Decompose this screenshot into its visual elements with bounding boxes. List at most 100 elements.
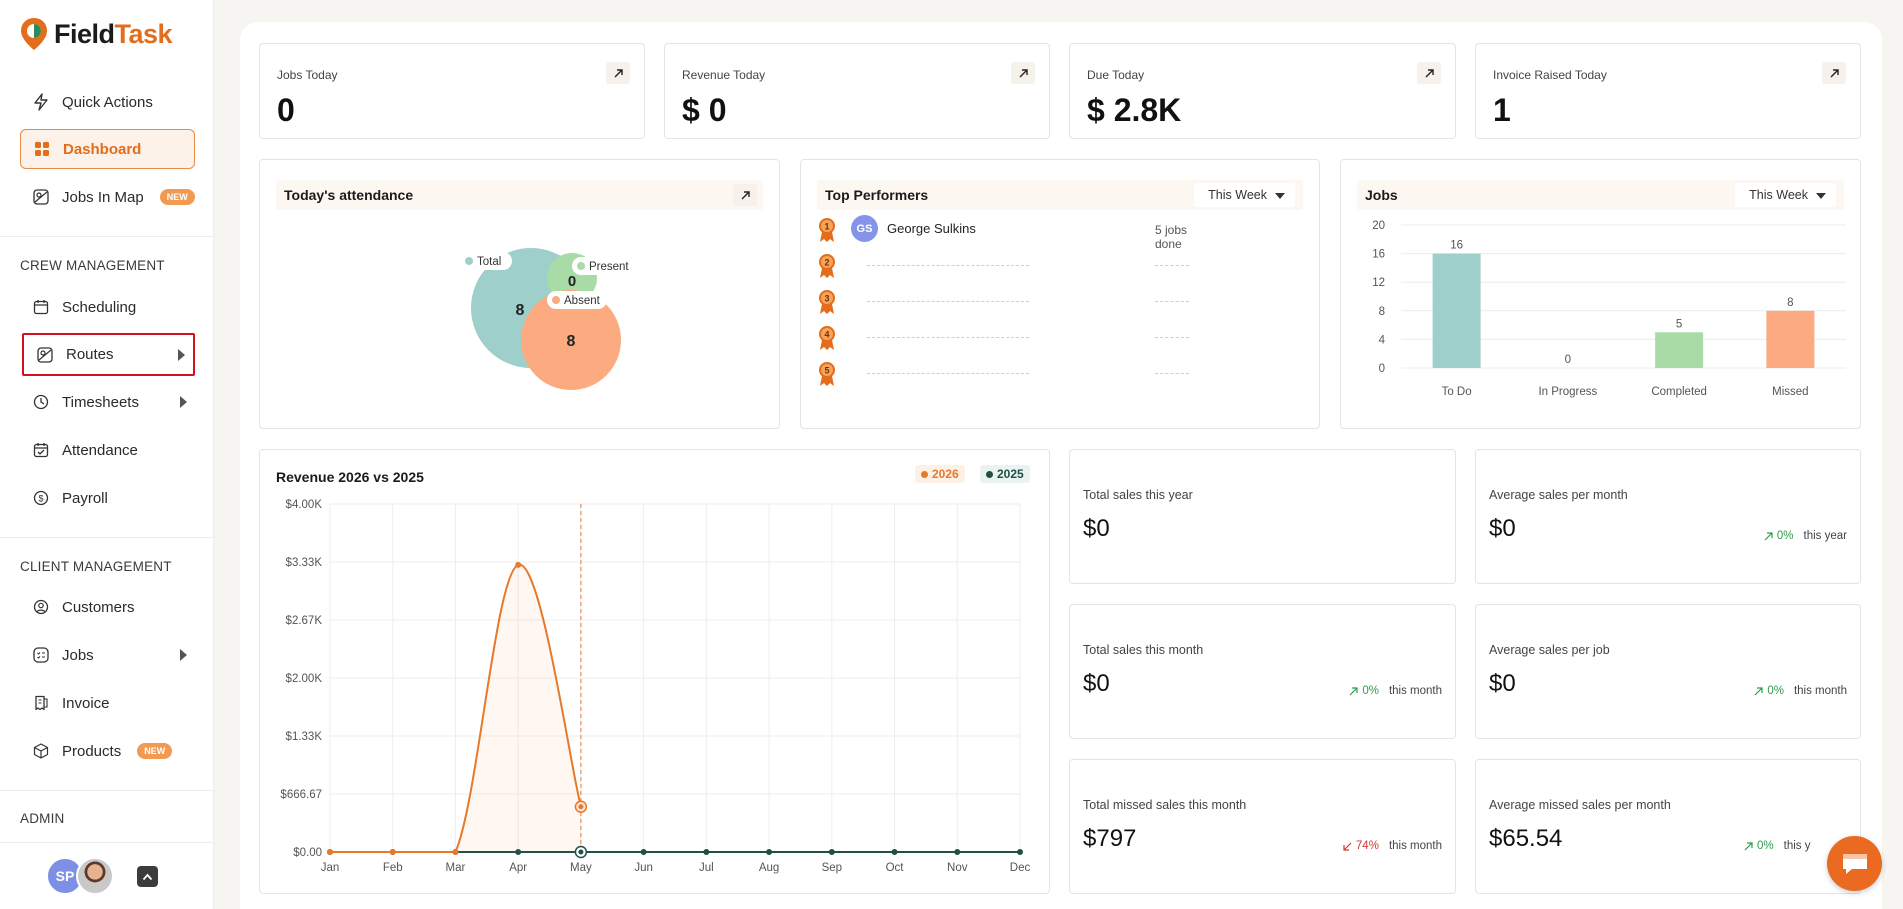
sidebar-item-label: Attendance [62, 441, 138, 459]
open-button[interactable] [1011, 62, 1035, 84]
sidebar-item-routes[interactable]: Routes [22, 333, 195, 376]
revenue-line-chart: $0.00 $666.67 $1.33K $2.00K $2.67K $3.33K $4.0… [280, 499, 1030, 874]
svg-text:4: 4 [824, 330, 829, 340]
calendar-icon [32, 298, 50, 316]
sidebar-item-label: Products [62, 742, 122, 760]
series-2026-area [330, 564, 581, 852]
change-percent: 0% [1776, 530, 1794, 542]
open-button[interactable] [1417, 62, 1441, 84]
data-point[interactable] [828, 849, 835, 855]
new-badge: NEW [159, 189, 195, 205]
chat-button[interactable] [1827, 836, 1882, 891]
sidebar-item-label: Dashboard [63, 140, 142, 158]
stat-label: Average missed sales per month [1489, 798, 1671, 812]
kpi-card-due-today[interactable]: Due Today $ 2.8K [1069, 43, 1456, 139]
app-logo[interactable]: FieldTask [20, 16, 173, 52]
data-point[interactable] [452, 849, 459, 855]
stat-value: $0 [1083, 670, 1110, 697]
medal-icon: 2 [819, 254, 835, 278]
open-button[interactable] [1822, 62, 1846, 84]
performer-name: George Sulkins [887, 221, 976, 236]
change-period: this month [1388, 685, 1442, 697]
kpi-card-jobs-today[interactable]: Jobs Today 0 [259, 43, 645, 139]
sidebar-item-label: Jobs [62, 646, 94, 664]
legend-2025[interactable]: 2025 [980, 465, 1030, 483]
data-point[interactable] [1017, 849, 1023, 855]
sidebar: FieldTask Quick Actions Dashboard Jobs I… [0, 0, 214, 909]
sidebar-item-attendance[interactable]: Attendance [20, 430, 195, 470]
venn-absent-value: 8 [567, 333, 576, 350]
sidebar-item-label: Timesheets [62, 393, 139, 411]
stat-change: 0% this month [1349, 685, 1442, 697]
data-point[interactable] [515, 849, 522, 855]
x-tick-label: Jun [634, 862, 653, 874]
stat-value: $0 [1489, 515, 1516, 542]
period-dropdown[interactable]: This Week [1735, 183, 1836, 207]
x-tick-label: To Do [1442, 386, 1472, 398]
x-tick-label: Aug [759, 862, 779, 874]
data-point[interactable] [515, 561, 522, 568]
performer-row[interactable]: 1 GS George Sulkins 5 jobs done [817, 215, 1217, 251]
data-point[interactable] [327, 849, 333, 855]
legend-dot [465, 257, 473, 265]
sidebar-item-customers[interactable]: Customers [20, 587, 195, 627]
data-point[interactable] [891, 849, 898, 855]
bar[interactable] [1766, 310, 1815, 368]
x-tick-label: May [570, 862, 592, 874]
stat-card: Average sales per job $0 0% this month [1475, 604, 1861, 739]
sidebar-item-payroll[interactable]: $ Payroll [20, 478, 195, 518]
kpi-label: Revenue Today [682, 68, 766, 82]
kpi-value: 0 [277, 92, 295, 128]
legend-dot [986, 470, 993, 478]
venn-total-label: Total [477, 256, 501, 268]
kpi-value: $ 0 [682, 92, 727, 128]
data-point[interactable] [766, 849, 773, 855]
period-dropdown[interactable]: This Week [1194, 183, 1295, 207]
x-tick-label: Completed [1651, 386, 1707, 398]
sidebar-item-products[interactable]: Products NEW [20, 731, 195, 771]
legend-2026[interactable]: 2026 [915, 465, 965, 483]
venn-absent-label: Absent [564, 295, 601, 307]
sidebar-divider [0, 537, 214, 538]
open-button[interactable] [733, 184, 757, 206]
legend-dot [921, 470, 928, 478]
panel-title: Today's attendance [284, 187, 414, 203]
arrow-up-right-icon [1425, 68, 1434, 77]
bar[interactable] [1655, 332, 1704, 368]
sidebar-item-scheduling[interactable]: Scheduling [20, 287, 195, 327]
sidebar-item-invoice[interactable]: Invoice [20, 683, 195, 723]
sidebar-item-jobs[interactable]: Jobs [20, 635, 195, 675]
data-point[interactable] [954, 849, 961, 855]
performer-jobs: 5 jobs done [1155, 223, 1188, 251]
data-point[interactable] [389, 849, 396, 855]
kpi-card-revenue-today[interactable]: Revenue Today $ 0 [664, 43, 1050, 139]
sidebar-item-quick-actions[interactable]: Quick Actions [20, 82, 195, 122]
stat-card: Total sales this year $0 [1069, 449, 1456, 584]
venn-present-value: 0 [568, 273, 576, 290]
sidebar-item-jobs-in-map[interactable]: Jobs In Map NEW [20, 177, 195, 217]
change-period: this month [1793, 685, 1847, 697]
bar-value-label: 16 [1450, 240, 1463, 252]
medal-icon: 5 [819, 362, 835, 386]
data-point[interactable] [703, 849, 710, 855]
top-performers-panel: Top Performers This Week 1 GS George Sul… [800, 159, 1320, 429]
sidebar-item-dashboard[interactable]: Dashboard [20, 129, 195, 169]
data-point[interactable] [640, 849, 647, 855]
sidebar-item-timesheets[interactable]: Timesheets [20, 382, 195, 422]
kpi-card-invoice-raised[interactable]: Invoice Raised Today 1 [1475, 43, 1861, 139]
jobs-chart-panel: Jobs This Week 0 4 8 12 16 20 16 To Do 0 In Progr… [1340, 159, 1861, 429]
avatar-photo[interactable] [76, 857, 114, 895]
route-icon [36, 346, 54, 364]
sidebar-footer [0, 842, 214, 909]
stat-card: Total sales this month $0 0% this month [1069, 604, 1456, 739]
sidebar-item-label: Jobs In Map [62, 188, 144, 206]
performer-row-empty: 3 [817, 287, 1217, 317]
sidebar-item-label: Invoice [62, 694, 110, 712]
stat-change: 0% this year [1764, 530, 1847, 542]
open-button[interactable] [606, 62, 630, 84]
sidebar-item-label: Customers [62, 598, 135, 616]
active-point-core [578, 849, 584, 855]
y-tick-label: $2.67K [286, 615, 323, 627]
bar[interactable] [1432, 253, 1481, 368]
collapse-button[interactable] [137, 866, 158, 887]
